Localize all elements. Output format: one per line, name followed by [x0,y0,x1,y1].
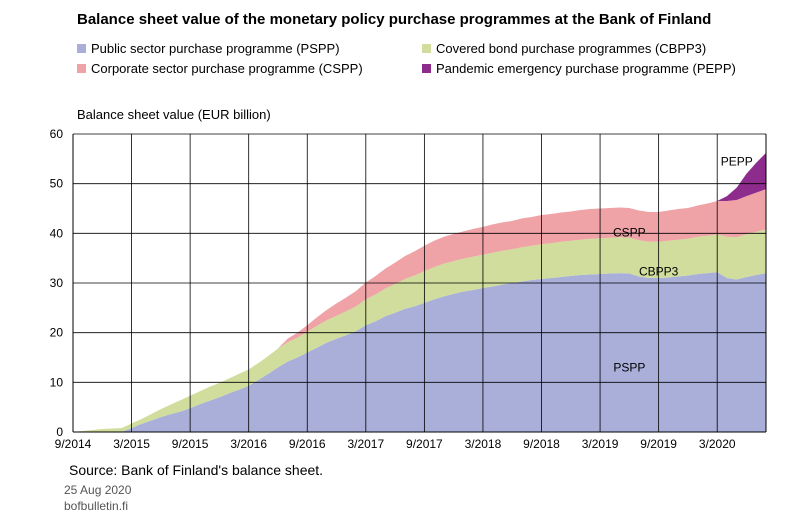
series-label-pspp: PSPP [613,360,645,374]
x-tick-label-3-2015: 3/2015 [113,437,150,451]
y-axis-label: Balance sheet value (EUR billion) [77,107,271,122]
x-tick-label-3-2019: 3/2019 [582,437,619,451]
x-tick-label-9-2015: 9/2015 [172,437,209,451]
legend-swatch-pspp [77,44,86,53]
x-tick-label-9-2017: 9/2017 [406,437,443,451]
publication-date: 25 Aug 2020 [64,483,132,497]
legend-label-pepp: Pandemic emergency purchase programme (P… [436,61,736,76]
legend-item-pspp: Public sector purchase programme (PSPP) [77,41,340,56]
series-label-pepp: PEPP [721,154,753,168]
legend-swatch-pepp [422,64,431,73]
x-tick-label-9-2018: 9/2018 [523,437,560,451]
y-tick-label-40: 40 [50,226,64,240]
legend-item-cbpp3: Covered bond purchase programmes (CBPP3) [422,41,706,56]
area-cbpp3 [73,229,766,432]
series-label-cspp: CSPP [613,225,646,239]
series-label-cbpp3: CBPP3 [639,265,679,279]
legend-item-pepp: Pandemic emergency purchase programme (P… [422,61,736,76]
x-tick-label-3-2020: 3/2020 [699,437,736,451]
y-tick-label-20: 20 [50,326,64,340]
y-tick-label-50: 50 [50,177,64,191]
x-tick-label-9-2019: 9/2019 [640,437,677,451]
x-tick-label-9-2016: 9/2016 [289,437,326,451]
source-note: Source: Bank of Finland's balance sheet. [69,462,324,478]
legend-item-cspp: Corporate sector purchase programme (CSP… [77,61,363,76]
y-tick-label-10: 10 [50,375,64,389]
legend-swatch-cspp [77,64,86,73]
area-cspp [73,189,766,432]
x-tick-label-3-2018: 3/2018 [465,437,502,451]
chart-title: Balance sheet value of the monetary poli… [77,11,712,28]
x-tick-label-9-2014: 9/2014 [55,437,92,451]
site-name: bofbulletin.fi [64,499,129,513]
x-tick-label-3-2017: 3/2017 [347,437,384,451]
legend-swatch-cbpp3 [422,44,431,53]
y-tick-label-0: 0 [56,425,63,439]
y-tick-label-30: 30 [50,276,64,290]
legend-label-cbpp3: Covered bond purchase programmes (CBPP3) [436,41,707,56]
legend-label-pspp: Public sector purchase programme (PSPP) [91,41,340,56]
area-pspp [73,272,766,432]
legend-label-cspp: Corporate sector purchase programme (CSP… [91,61,363,76]
y-tick-label-60: 60 [50,127,64,141]
x-tick-label-3-2016: 3/2016 [230,437,267,451]
